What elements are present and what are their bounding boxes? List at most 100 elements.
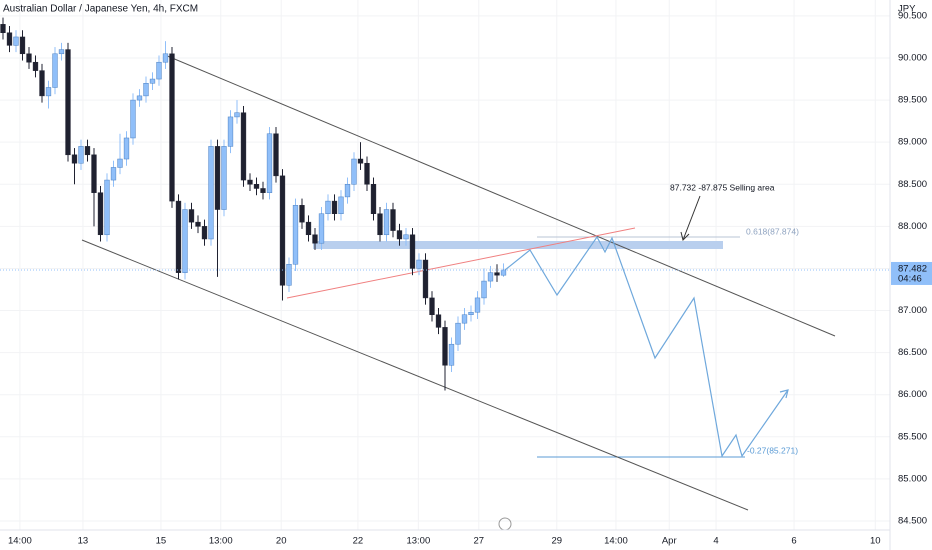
candle-body: [58, 49, 65, 55]
x-tick-label: Apr: [662, 536, 677, 547]
candle-body: [91, 154, 97, 193]
drawings: [81, 54, 836, 531]
candle-body: [6, 32, 13, 46]
candle-body: [214, 146, 221, 210]
candle-body: [175, 200, 182, 273]
candle-body: [500, 269, 507, 276]
candle-body: [240, 112, 247, 181]
candle-body: [188, 209, 195, 223]
x-tick-label: 29: [552, 536, 563, 547]
candle-body: [32, 61, 39, 71]
callout-arrow: [682, 195, 701, 241]
candle-body: [234, 112, 240, 118]
currency-label: JPY: [898, 4, 916, 15]
candle-body: [435, 314, 442, 328]
y-tick-label: 88.000: [898, 221, 927, 232]
x-tick-label: 6: [791, 536, 796, 547]
x-tick-label: 13: [78, 536, 89, 547]
candle-body: [422, 259, 429, 299]
candle-body: [0, 24, 6, 33]
y-tick-label: 89.500: [898, 95, 927, 106]
candle-body: [383, 209, 390, 236]
channel-line: [164, 54, 836, 337]
candle-body: [377, 213, 383, 236]
candle-body: [416, 259, 422, 269]
projection-path: [504, 235, 789, 458]
candle-body: [299, 205, 305, 223]
candle-body: [26, 53, 32, 63]
candle-body: [143, 83, 149, 97]
candle-body: [442, 327, 448, 366]
candle-body: [182, 209, 188, 273]
x-tick-label: 27: [474, 536, 485, 547]
candle-body: [123, 137, 130, 160]
candle-body: [162, 53, 169, 63]
candle-body: [39, 70, 45, 97]
y-tick-label: 89.000: [898, 137, 927, 148]
candle-body: [71, 154, 78, 164]
y-tick-label: 87.000: [898, 305, 927, 316]
candle-body: [390, 209, 396, 231]
candle-body: [305, 221, 312, 236]
y-tick-label: 90.500: [898, 10, 927, 21]
candle-body: [403, 234, 409, 240]
candle-body: [318, 213, 325, 244]
candle-body: [474, 297, 481, 313]
candle-body: [279, 175, 286, 286]
candle-body: [286, 263, 292, 286]
x-tick-label: 13:00: [406, 536, 430, 547]
countdown-label: 04:46: [898, 273, 922, 284]
candle-body: [84, 146, 91, 156]
candle-body: [351, 158, 357, 185]
candle-body: [78, 146, 84, 164]
y-tick-label: 86.000: [898, 389, 927, 400]
candle-body: [487, 272, 494, 282]
candle-body: [253, 184, 260, 189]
candle-body: [13, 36, 19, 46]
candle-body: [65, 49, 71, 156]
candle-body: [97, 192, 104, 236]
candle-body: [455, 322, 461, 345]
candles: [0, 17, 890, 391]
candle-body: [273, 133, 279, 177]
axes: 84.50085.00085.50086.00086.50087.00087.5…: [8, 10, 932, 547]
x-tick-label: 22: [353, 536, 364, 547]
y-tick-label: 86.500: [898, 347, 927, 358]
candle-body: [396, 230, 403, 240]
replay-icon[interactable]: [498, 517, 512, 531]
candle-body: [260, 188, 266, 193]
y-tick-label: 85.000: [898, 473, 927, 484]
candle-body: [117, 158, 123, 168]
candle-body: [266, 133, 273, 193]
candle-body: [292, 205, 299, 265]
candle-body: [370, 184, 377, 214]
candle-body: [331, 200, 338, 214]
selling-zone: [313, 241, 723, 249]
candle-body: [130, 99, 136, 139]
candle-body: [201, 226, 208, 240]
candle-body: [156, 61, 162, 80]
fib-label: -0.27(85.271): [747, 445, 798, 455]
chart-title: Australian Dollar / Japanese Yen, 4h, FX…: [3, 4, 198, 15]
candle-body: [338, 196, 344, 214]
candle-body: [409, 234, 416, 269]
candle-body: [364, 162, 370, 185]
candle-body: [52, 53, 58, 88]
y-tick-label: 88.500: [898, 179, 927, 190]
x-tick-label: 10: [870, 536, 881, 547]
candle-body: [429, 297, 435, 316]
candle-body: [45, 87, 52, 97]
arrow-head: [680, 231, 690, 241]
channel-line: [81, 239, 749, 511]
candle-body: [448, 343, 455, 366]
candle-body: [461, 314, 468, 324]
candle-body: [104, 179, 110, 236]
candle-body: [110, 167, 117, 181]
x-tick-label: 14:00: [8, 536, 32, 547]
candle-body: [149, 78, 156, 84]
candle-body: [208, 146, 214, 240]
candle-body: [357, 158, 364, 164]
candle-body: [195, 221, 201, 227]
candle-body: [19, 36, 26, 55]
